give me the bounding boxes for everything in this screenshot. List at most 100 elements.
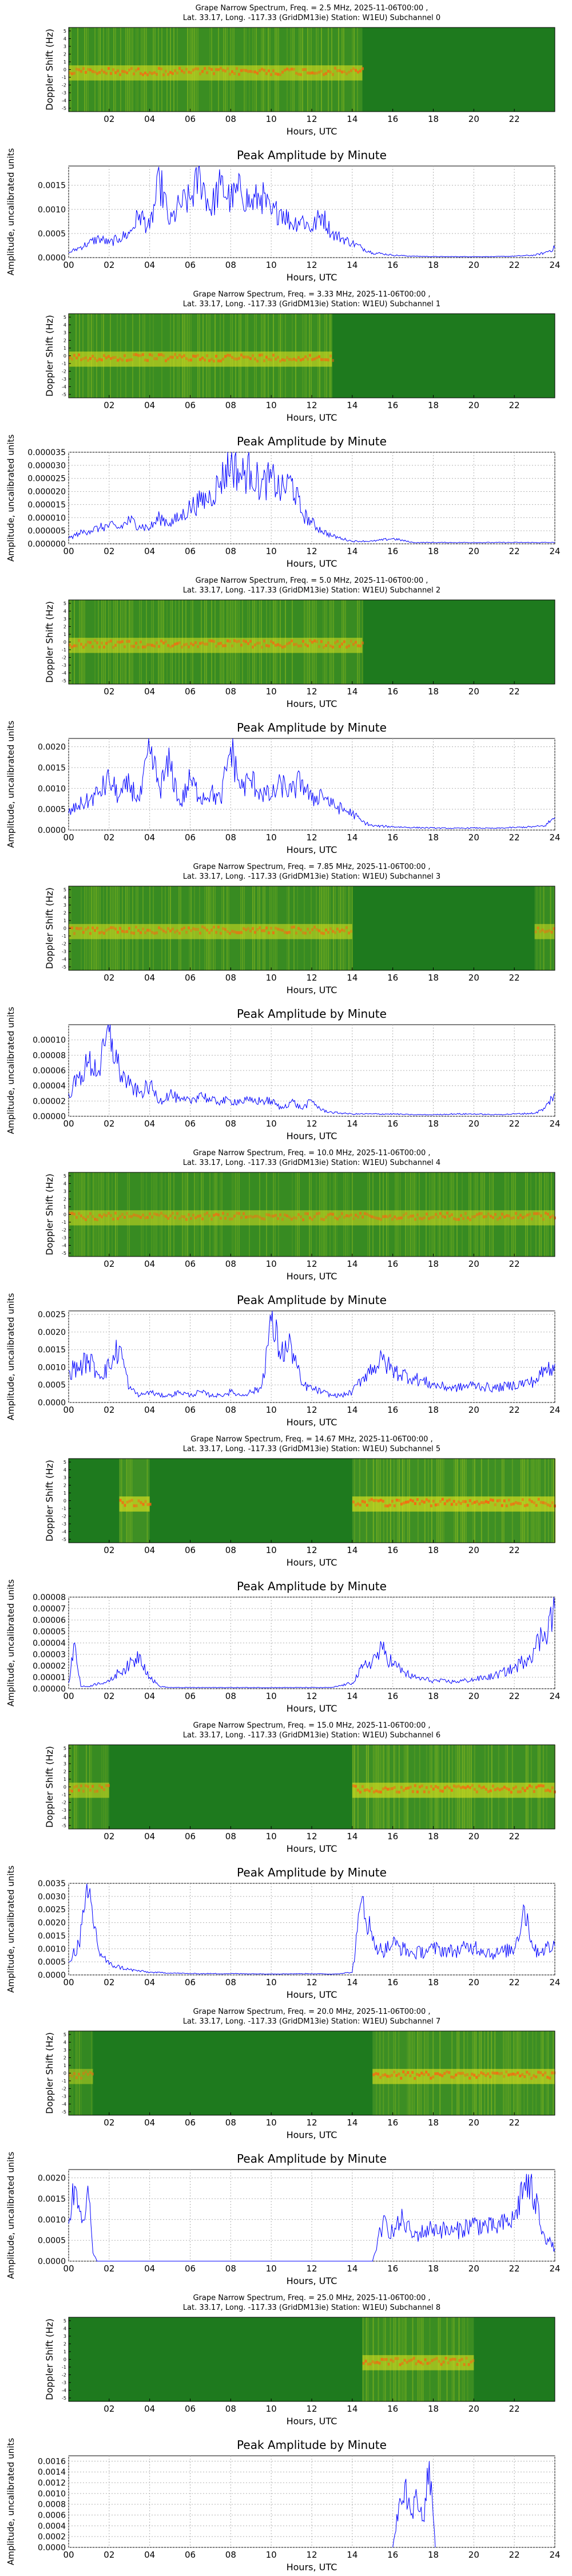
- carrier-peak: [379, 1790, 382, 1793]
- spectrum-x-tick-label: 20: [468, 686, 479, 697]
- carrier-peak: [411, 2071, 414, 2074]
- carrier-peak: [76, 356, 78, 359]
- amplitude-series-line: [68, 1310, 555, 1398]
- carrier-peak: [265, 1213, 268, 1216]
- spectrum-y-axis-label: Doppler Shift (Hz): [44, 601, 55, 683]
- amp-x-tick-label: 22: [509, 2550, 520, 2560]
- carrier-peak: [206, 71, 208, 74]
- spectrum-x-tick-label: 10: [266, 1545, 277, 1555]
- carrier-peak: [92, 926, 94, 930]
- carrier-peak: [142, 927, 144, 931]
- carrier-peak: [119, 641, 121, 644]
- spectrum-panel-3: Grape Narrow Spectrum, Freq. = 7.85 MHz,…: [44, 863, 555, 995]
- carrier-peak: [279, 1213, 281, 1216]
- spectrum-y-tick-label: 1: [63, 632, 66, 637]
- carrier-peak: [126, 71, 128, 74]
- carrier-peak: [551, 1501, 554, 1504]
- carrier-peak: [297, 644, 300, 647]
- carrier-peak: [388, 1503, 391, 1507]
- carrier-peak: [478, 1212, 480, 1215]
- carrier-peak: [370, 1787, 373, 1790]
- carrier-peak: [468, 2076, 471, 2080]
- carrier-peak: [199, 642, 201, 645]
- carrier-peak: [478, 1502, 480, 1506]
- spectrum-x-tick-label: 04: [144, 973, 155, 983]
- carrier-peak: [341, 1212, 343, 1215]
- spectrum-x-axis-label: Hours, UTC: [287, 698, 337, 709]
- streak: [72, 2031, 73, 2115]
- carrier-peak: [174, 353, 176, 356]
- carrier-peak: [510, 2073, 513, 2076]
- carrier-peak: [105, 1784, 108, 1787]
- carrier-peak: [410, 2358, 413, 2362]
- carrier-peak: [121, 70, 124, 73]
- carrier-peak: [538, 1212, 540, 1215]
- carrier-peak: [362, 1215, 364, 1219]
- amp-y-tick-label: 0.00006: [33, 1066, 66, 1076]
- spectrum-x-tick-label: 18: [428, 2404, 439, 2414]
- carrier-peak: [498, 2072, 501, 2076]
- carrier-peak: [369, 2362, 372, 2366]
- carrier-peak: [167, 73, 169, 76]
- carrier-peak: [434, 1503, 437, 1507]
- carrier-peak: [363, 1788, 366, 1792]
- carrier-peak: [124, 1504, 126, 1507]
- carrier-peak: [295, 358, 297, 362]
- carrier-peak: [393, 1504, 396, 1507]
- carrier-peak: [114, 643, 117, 647]
- carrier-peak: [403, 2358, 406, 2362]
- carrier-peak: [318, 645, 320, 649]
- carrier-peak: [178, 641, 181, 645]
- carrier-peak: [316, 928, 318, 931]
- amp-x-tick-label: 06: [185, 832, 196, 843]
- spectrum-title-line-1: Grape Narrow Spectrum, Freq. = 2.5 MHz, …: [196, 4, 428, 13]
- spectrum-y-tick-label: 1: [63, 346, 66, 351]
- carrier-peak: [496, 1499, 499, 1503]
- carrier-peak: [119, 927, 121, 930]
- amp-x-tick-label: 06: [185, 260, 196, 270]
- carrier-peak: [367, 2362, 370, 2366]
- carrier-peak: [199, 72, 201, 76]
- carrier-peak: [325, 1215, 327, 1219]
- carrier-peak: [92, 1785, 94, 1788]
- amp-y-tick-label: 0.0000: [38, 1398, 66, 1408]
- carrier-peak: [485, 1215, 487, 1218]
- carrier-peak: [92, 645, 94, 649]
- carrier-band: [69, 2069, 93, 2084]
- carrier-peak: [318, 70, 320, 74]
- carrier-peak: [128, 1215, 130, 1218]
- spectrum-x-tick-label: 20: [468, 1831, 479, 1842]
- carrier-peak: [391, 2073, 394, 2077]
- spectrum-x-tick-label: 22: [509, 2404, 520, 2414]
- amp-x-tick-label: 00: [63, 2263, 74, 2274]
- carrier-peak: [500, 1787, 503, 1791]
- carrier-band: [352, 1496, 555, 1512]
- carrier-peak: [140, 72, 142, 76]
- carrier-peak: [181, 927, 183, 931]
- carrier-peak: [254, 1215, 256, 1218]
- carrier-peak: [87, 926, 89, 930]
- carrier-peak: [521, 1787, 524, 1790]
- carrier-peak: [85, 356, 87, 359]
- carrier-peak: [432, 1215, 435, 1219]
- carrier-peak: [121, 358, 124, 362]
- carrier-peak: [124, 1215, 126, 1219]
- spectrum-title-line-2: Lat. 33.17, Long. -117.33 (GridDM13ie) S…: [183, 14, 440, 22]
- carrier-peak: [311, 358, 313, 361]
- carrier-peak: [151, 1215, 153, 1219]
- spectrum-y-tick-label: 2: [63, 52, 66, 57]
- carrier-peak: [126, 1212, 128, 1215]
- carrier-peak: [124, 645, 126, 649]
- carrier-peak: [165, 1215, 167, 1218]
- carrier-peak: [371, 1215, 373, 1218]
- amp-y-tick-label: 0.0006: [38, 2511, 66, 2520]
- spectrum-y-tick-label: 3: [63, 1189, 66, 1194]
- spectrum-x-tick-label: 08: [225, 114, 236, 124]
- carrier-peak: [487, 1212, 490, 1216]
- carrier-peak: [98, 1784, 101, 1787]
- spectrum-y-tick-label: -4: [62, 385, 66, 390]
- carrier-peak: [112, 926, 114, 930]
- amp-x-tick-label: 04: [144, 832, 155, 843]
- spectrum-y-tick-label: 0: [63, 926, 66, 931]
